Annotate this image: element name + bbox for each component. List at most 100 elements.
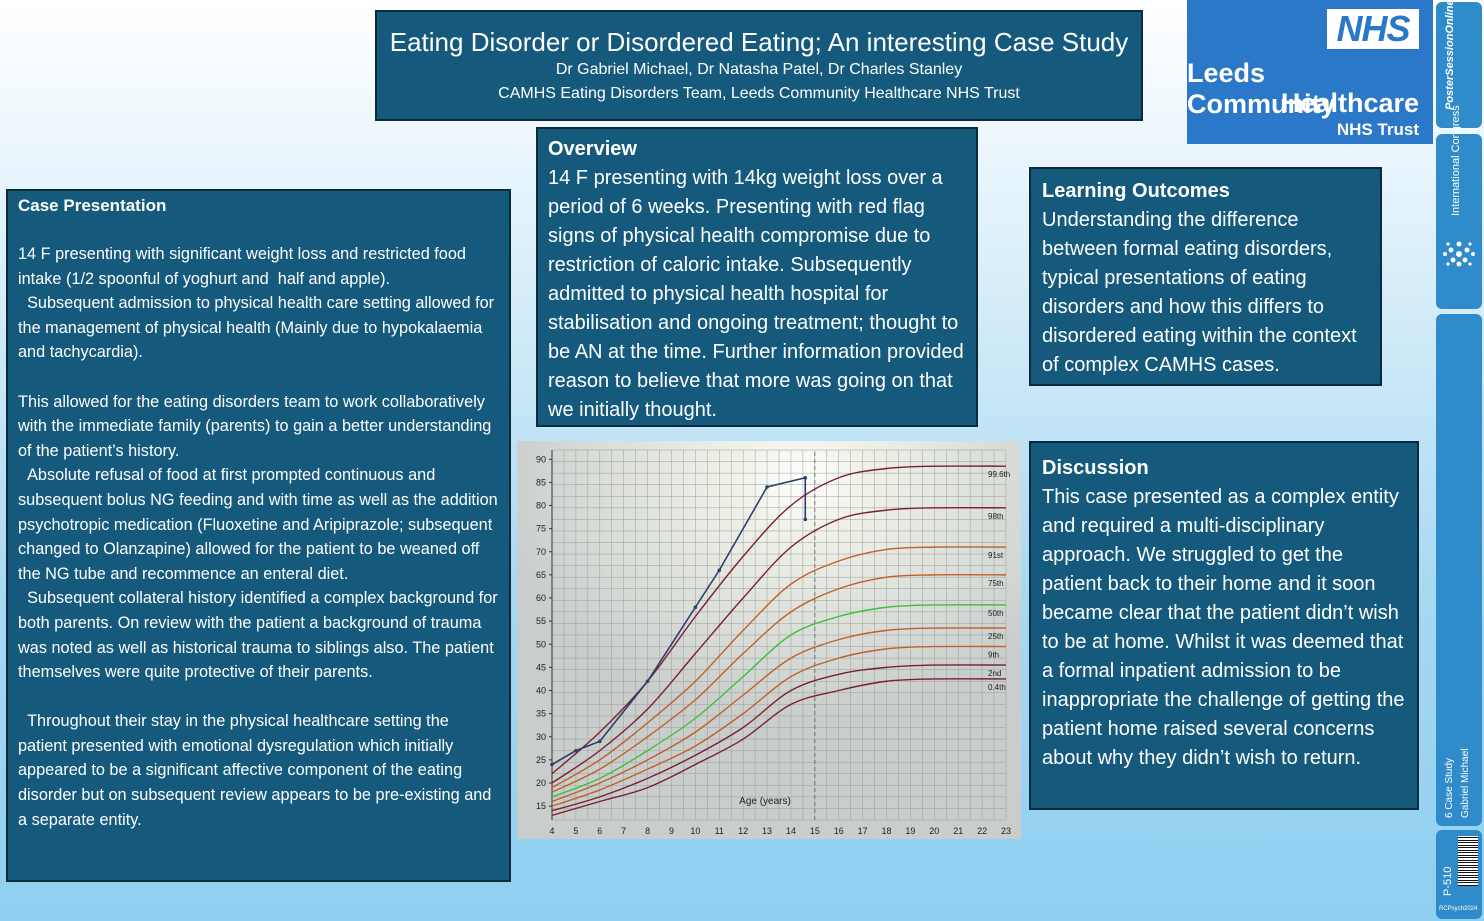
centile-label: 25th bbox=[988, 632, 1004, 641]
overview-text: 14 F presenting with 14kg weight loss ov… bbox=[548, 167, 964, 421]
x-tick-label: 15 bbox=[810, 826, 820, 836]
x-tick-label: 8 bbox=[645, 826, 650, 836]
poster-id-label: P-510 bbox=[1442, 866, 1454, 896]
discussion-heading: Discussion bbox=[1042, 457, 1149, 479]
centile-curve-9th bbox=[551, 645, 1007, 807]
event-label: RCPsych2024 bbox=[1439, 906, 1478, 912]
y-tick-label: 30 bbox=[536, 732, 546, 742]
y-tick-label: 70 bbox=[536, 547, 546, 557]
y-tick-label: 85 bbox=[536, 477, 546, 487]
centile-label: 75th bbox=[988, 579, 1004, 588]
x-tick-label: 16 bbox=[834, 826, 844, 836]
nhs-logo: NHS Leeds Community Healthcare NHS Trust bbox=[1187, 0, 1433, 144]
x-tick-label: 12 bbox=[738, 826, 748, 836]
logo-line-3: NHS Trust bbox=[1336, 120, 1419, 139]
x-tick-label: 9 bbox=[669, 826, 674, 836]
x-tick-label: 17 bbox=[858, 826, 868, 836]
y-tick-label: 75 bbox=[536, 524, 546, 534]
centile-label: 50th bbox=[988, 609, 1004, 618]
y-tick-label: 50 bbox=[536, 639, 546, 649]
x-tick-label: 21 bbox=[953, 826, 963, 836]
y-tick-label: 35 bbox=[536, 709, 546, 719]
centile-curve-2nd bbox=[551, 664, 1007, 812]
discussion-panel: Discussion This case presented as a comp… bbox=[1029, 441, 1419, 810]
x-tick-label: 18 bbox=[882, 826, 892, 836]
barcode-icon bbox=[1458, 836, 1478, 886]
patient-weight-point bbox=[803, 517, 808, 522]
patient-weight-point bbox=[574, 748, 578, 753]
centile-label: 9th bbox=[988, 651, 999, 660]
centile-curve-91st bbox=[551, 546, 1007, 789]
congress-logo-tab[interactable]: International Congress bbox=[1436, 105, 1482, 309]
overview-panel: Overview 14 F presenting with 14kg weigh… bbox=[536, 127, 978, 427]
patient-weight-point bbox=[645, 679, 650, 684]
case-paragraph: 14 F presenting with significant weight … bbox=[18, 245, 495, 362]
x-tick-label: 23 bbox=[1001, 826, 1011, 836]
learning-outcomes-panel: Learning Outcomes Understanding the diff… bbox=[1029, 167, 1382, 386]
centile-label: 0.4th bbox=[988, 683, 1006, 692]
y-tick-label: 40 bbox=[536, 686, 546, 696]
x-tick-label: 10 bbox=[690, 826, 700, 836]
overview-heading: Overview bbox=[548, 138, 637, 160]
centile-curve-75th bbox=[551, 574, 1007, 793]
centile-curve-99.6th bbox=[551, 465, 1007, 775]
x-tick-label: 11 bbox=[715, 826, 724, 836]
x-tick-label: 19 bbox=[905, 826, 915, 836]
centile-label: 99.6th bbox=[988, 470, 1010, 479]
patient-weight-point bbox=[765, 485, 769, 489]
postersession-logo-tab[interactable]: PosterSessionOnline bbox=[1436, 0, 1482, 128]
session-info-tab[interactable]: 6 Case Study Gabriel Michael bbox=[1436, 314, 1482, 826]
poster-affiliation: CAMHS Eating Disorders Team, Leeds Commu… bbox=[498, 85, 1020, 102]
patient-weight-point bbox=[717, 568, 722, 573]
patient-weight-point bbox=[597, 739, 602, 744]
centile-label: 98th bbox=[988, 512, 1004, 521]
nhs-logo-mark: NHS bbox=[1327, 9, 1419, 49]
case-paragraph: This allowed for the eating disorders te… bbox=[18, 392, 498, 682]
growth-chart-svg: 4 5 6 7 8 9 10 11 12 13 14 15 16 17 18 19 20 21 22 23152025… bbox=[517, 441, 1021, 839]
growth-chart: 4 5 6 7 8 9 10 11 12 13 14 15 16 17 18 19 20 21 22 23 15 20 25… bbox=[517, 441, 1021, 839]
x-axis-label: Age (years) bbox=[739, 796, 791, 807]
y-tick-label: 80 bbox=[536, 501, 546, 511]
learning-outcomes-text: Understanding the difference between for… bbox=[1042, 209, 1357, 376]
discussion-text: This case presented as a complex entity … bbox=[1042, 486, 1405, 769]
congress-dots-icon bbox=[1443, 241, 1475, 267]
poster-id-tab[interactable]: P-510 RCPsych2024 bbox=[1436, 830, 1482, 919]
y-tick-label: 90 bbox=[536, 454, 546, 464]
x-tick-label: 13 bbox=[762, 826, 772, 836]
x-tick-label: 14 bbox=[786, 826, 796, 836]
session-label: 6 Case Study bbox=[1444, 757, 1455, 818]
case-paragraph: Throughout their stay in the physical he… bbox=[18, 712, 496, 829]
logo-line-1: Leeds Community bbox=[1187, 58, 1336, 119]
learning-outcomes-heading: Learning Outcomes bbox=[1042, 180, 1230, 202]
centile-curve-0.4th bbox=[551, 678, 1007, 817]
centile-curve-50th bbox=[551, 604, 1007, 798]
y-tick-label: 55 bbox=[536, 616, 546, 626]
brand-label: PosterSessionOnline bbox=[1444, 0, 1456, 110]
x-tick-label: 5 bbox=[573, 826, 578, 836]
congress-label: International Congress bbox=[1450, 105, 1462, 216]
centile-label: 2nd bbox=[988, 669, 1001, 678]
patient-weight-point bbox=[693, 605, 698, 610]
case-presentation-heading: Case Presentation bbox=[18, 196, 167, 215]
x-tick-label: 6 bbox=[597, 826, 602, 836]
case-presentation-panel: Case Presentation 14 F presenting with s… bbox=[6, 189, 511, 882]
patient-weight-point bbox=[550, 762, 554, 767]
poster-title: Eating Disorder or Disordered Eating; An… bbox=[389, 27, 1129, 57]
poster-authors: Dr Gabriel Michael, Dr Natasha Patel, Dr… bbox=[555, 61, 963, 78]
presenter-label: Gabriel Michael bbox=[1460, 748, 1471, 818]
y-tick-label: 45 bbox=[536, 662, 546, 672]
x-tick-label: 7 bbox=[621, 826, 626, 836]
logo-line-2: Healthcare bbox=[1280, 88, 1419, 118]
title-box: Eating Disorder or Disordered Eating; An… bbox=[375, 10, 1143, 121]
centile-curve-25th bbox=[551, 627, 1007, 803]
patient-weight-point bbox=[803, 475, 808, 480]
x-tick-label: 22 bbox=[977, 826, 987, 836]
x-tick-label: 4 bbox=[549, 826, 554, 836]
y-tick-label: 60 bbox=[536, 593, 546, 603]
y-tick-label: 25 bbox=[536, 755, 546, 765]
centile-label: 91st bbox=[988, 551, 1004, 560]
y-tick-label: 15 bbox=[536, 801, 546, 811]
x-tick-label: 20 bbox=[929, 826, 939, 836]
centile-curve-98th bbox=[551, 506, 1007, 784]
y-tick-label: 20 bbox=[536, 778, 546, 788]
